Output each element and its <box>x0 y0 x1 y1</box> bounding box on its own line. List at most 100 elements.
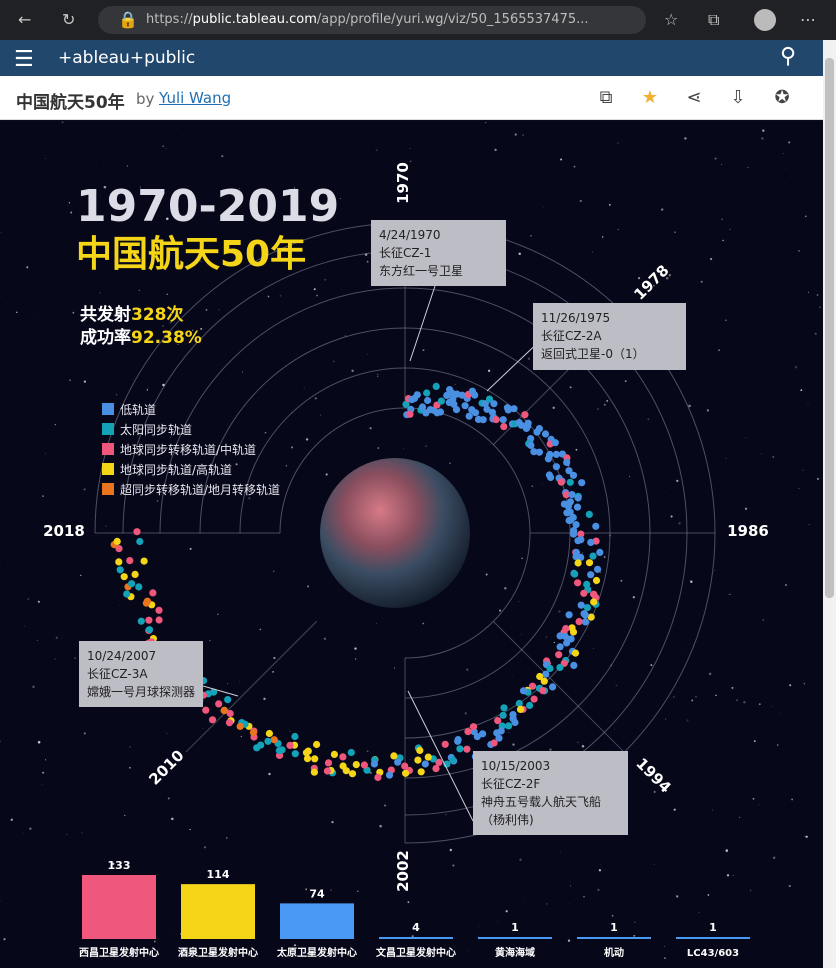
launch-dot[interactable] <box>570 530 578 538</box>
launch-dot[interactable] <box>581 611 589 619</box>
launch-dot[interactable] <box>485 395 494 403</box>
launch-dot[interactable] <box>471 409 480 417</box>
launch-dot[interactable] <box>479 416 487 424</box>
launch-dot[interactable] <box>275 747 283 755</box>
launch-dot[interactable] <box>313 740 321 749</box>
launch-dot[interactable] <box>555 651 563 659</box>
launch-dot[interactable] <box>492 416 500 424</box>
launch-dot[interactable] <box>324 759 333 767</box>
launch-dot[interactable] <box>436 408 445 416</box>
launch-dot[interactable] <box>540 677 548 685</box>
back-icon[interactable]: ← <box>18 10 32 29</box>
launch-dot[interactable] <box>352 761 360 769</box>
launch-dot[interactable] <box>310 768 318 776</box>
launch-dot[interactable] <box>590 598 598 606</box>
more-icon[interactable]: ⋯ <box>800 10 816 29</box>
launch-dot[interactable] <box>225 719 234 727</box>
launch-dot[interactable] <box>136 537 144 546</box>
launch-dot[interactable] <box>454 737 462 745</box>
launch-dot[interactable] <box>133 528 141 536</box>
avatar[interactable] <box>754 9 776 31</box>
launch-dot[interactable] <box>418 403 427 411</box>
launch-dot[interactable] <box>574 494 582 502</box>
launch-dot[interactable] <box>574 559 582 567</box>
launch-dot[interactable] <box>465 412 473 420</box>
launch-dot[interactable] <box>145 626 154 634</box>
launch-dot[interactable] <box>432 765 440 773</box>
launch-dot[interactable] <box>348 770 357 778</box>
launch-dot[interactable] <box>449 756 457 764</box>
launch-dot[interactable] <box>515 699 523 708</box>
launch-dot[interactable] <box>528 682 537 690</box>
launch-dot[interactable] <box>556 643 564 651</box>
launch-dot[interactable] <box>473 733 481 741</box>
launch-dot[interactable] <box>224 696 232 704</box>
launch-dot[interactable] <box>549 683 557 691</box>
site-bar[interactable] <box>280 903 354 939</box>
launch-dot[interactable] <box>291 732 299 741</box>
launch-dot[interactable] <box>360 761 368 769</box>
launch-dot[interactable] <box>493 729 501 737</box>
launch-dot[interactable] <box>587 571 595 579</box>
launch-dot[interactable] <box>571 570 579 578</box>
launch-dot[interactable] <box>590 590 598 598</box>
launch-dot[interactable] <box>291 750 299 758</box>
launch-dot[interactable] <box>571 649 580 657</box>
launch-dot[interactable] <box>577 536 585 544</box>
launch-dot[interactable] <box>569 471 578 479</box>
launch-dot[interactable] <box>577 530 585 538</box>
launch-dot[interactable] <box>581 618 590 626</box>
launch-dot[interactable] <box>494 717 502 725</box>
launch-dot[interactable] <box>542 670 550 678</box>
launch-dot[interactable] <box>530 448 538 456</box>
launch-dot[interactable] <box>417 768 425 776</box>
launch-dot[interactable] <box>401 762 409 770</box>
launch-dot[interactable] <box>149 589 157 597</box>
launch-dot[interactable] <box>311 755 319 763</box>
launch-dot[interactable] <box>562 491 570 499</box>
launch-dot[interactable] <box>547 473 555 481</box>
launch-dot[interactable] <box>390 752 398 760</box>
launch-dot[interactable] <box>530 695 538 703</box>
launch-dot[interactable] <box>461 402 469 410</box>
launch-dot[interactable] <box>566 478 574 486</box>
launch-dot[interactable] <box>435 758 443 767</box>
launch-dot[interactable] <box>574 579 582 587</box>
search-icon[interactable]: ⚲ <box>780 44 797 69</box>
launch-dot[interactable] <box>565 467 573 475</box>
address-bar[interactable]: https://public.tableau.com/app/profile/y… <box>98 6 646 34</box>
launch-dot[interactable] <box>424 753 432 761</box>
launch-dot[interactable] <box>505 722 513 730</box>
launch-dot[interactable] <box>226 709 234 718</box>
badge-icon[interactable]: ✪ <box>774 87 790 108</box>
launch-dot[interactable] <box>128 580 136 588</box>
launch-dot[interactable] <box>585 559 594 567</box>
launch-dot[interactable] <box>500 704 508 712</box>
launch-dot[interactable] <box>402 769 410 777</box>
launch-dot[interactable] <box>131 570 139 578</box>
launch-dot[interactable] <box>580 589 588 597</box>
launch-dot[interactable] <box>556 632 564 640</box>
launch-dot[interactable] <box>210 688 218 696</box>
scrollbar-thumb[interactable] <box>825 58 834 598</box>
launch-dot[interactable] <box>208 716 217 724</box>
launch-dot[interactable] <box>264 737 272 745</box>
site-bar[interactable] <box>577 937 651 939</box>
launch-dot[interactable] <box>565 516 573 525</box>
launch-dot[interactable] <box>544 455 553 463</box>
launch-dot[interactable] <box>552 450 561 458</box>
launch-dot[interactable] <box>120 573 128 581</box>
launch-dot[interactable] <box>302 749 311 757</box>
launch-dot[interactable] <box>145 616 153 624</box>
site-bar[interactable] <box>379 937 453 939</box>
launch-dot[interactable] <box>572 521 580 529</box>
launch-dot[interactable] <box>566 508 574 516</box>
launch-dot[interactable] <box>202 706 210 714</box>
author-link[interactable]: Yuli Wang <box>159 89 232 107</box>
launch-dot[interactable] <box>536 672 544 681</box>
launch-dot[interactable] <box>592 522 600 530</box>
launch-dot[interactable] <box>569 628 578 636</box>
launch-dot[interactable] <box>140 557 148 565</box>
launch-dot[interactable] <box>585 510 593 518</box>
site-bar[interactable] <box>478 937 552 939</box>
